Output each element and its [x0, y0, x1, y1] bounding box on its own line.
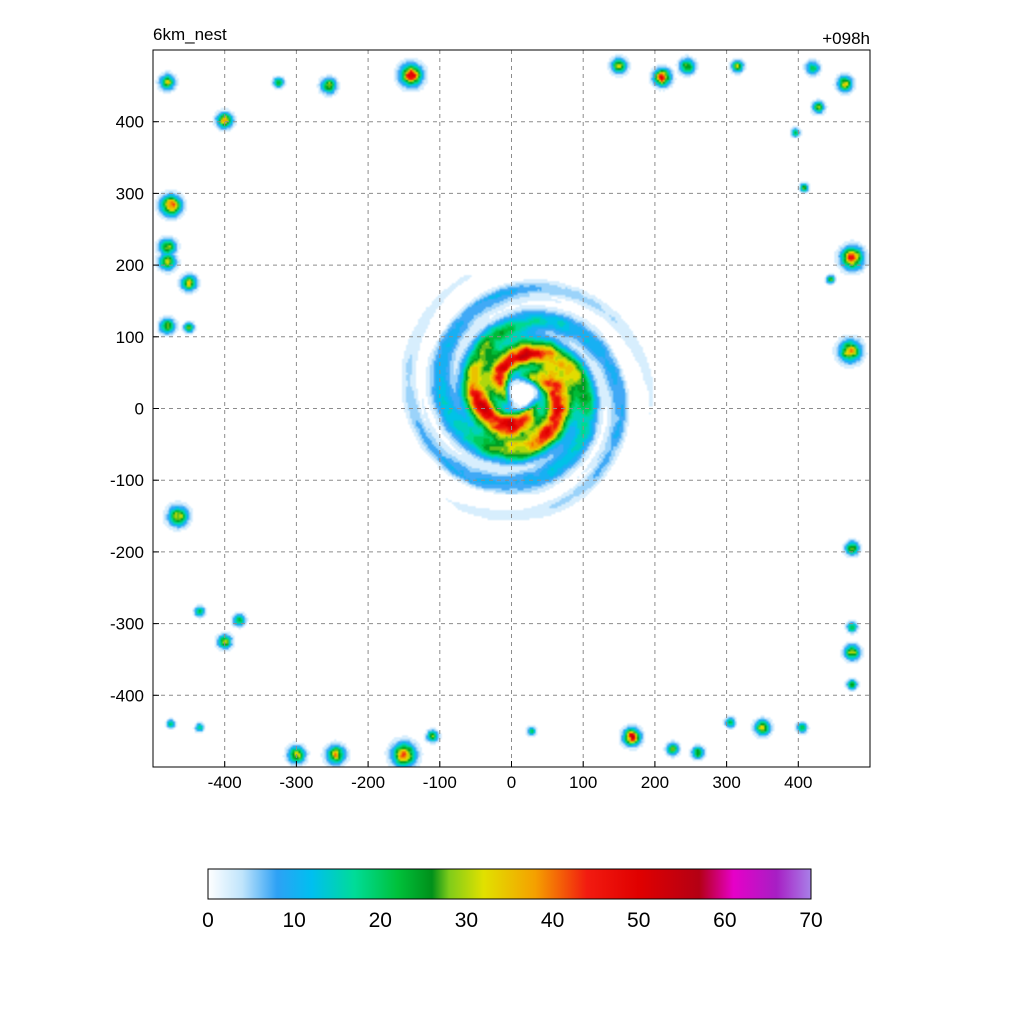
- colorbar-tick-label: 40: [541, 909, 564, 932]
- y-tick-label: 200: [116, 256, 144, 275]
- colorbar-tick-label: 50: [627, 909, 650, 932]
- x-tick-label: 100: [569, 773, 597, 792]
- y-tick-label: 400: [116, 113, 144, 132]
- x-tick-label: 200: [641, 773, 669, 792]
- title-right: +098h: [822, 29, 870, 48]
- x-axis: -400 -300 -200 -100 0 100 200 300 400: [208, 761, 812, 792]
- colorbar-tick-label: 60: [713, 909, 736, 932]
- colorbar-ticks: 0 10 20 30 40 50 60 70: [202, 909, 823, 932]
- reflectivity-field: [153, 50, 870, 767]
- colorbar-tick-label: 30: [455, 909, 478, 932]
- colorbar: [207, 868, 812, 900]
- x-tick-label: -100: [423, 773, 457, 792]
- x-tick-label: -300: [279, 773, 313, 792]
- y-tick-label: -200: [110, 543, 144, 562]
- x-tick-label: 400: [784, 773, 812, 792]
- colorbar-tick-label: 70: [799, 909, 822, 932]
- title-left: 6km_nest: [153, 25, 227, 44]
- y-tick-label: -400: [110, 686, 144, 705]
- colorbar-tick-label: 20: [369, 909, 392, 932]
- y-tick-label: 0: [135, 400, 144, 419]
- colorbar-tick-label: 0: [202, 909, 214, 932]
- y-tick-label: -300: [110, 615, 144, 634]
- x-tick-label: -400: [208, 773, 242, 792]
- y-tick-label: 300: [116, 184, 144, 203]
- y-axis: -400 -300 -200 -100 0 100 200 300 400: [110, 113, 159, 705]
- y-tick-label: 100: [116, 328, 144, 347]
- y-tick-label: -100: [110, 471, 144, 490]
- x-tick-label: 300: [712, 773, 740, 792]
- x-tick-label: 0: [507, 773, 516, 792]
- colorbar-tick-label: 10: [282, 909, 305, 932]
- x-tick-label: -200: [351, 773, 385, 792]
